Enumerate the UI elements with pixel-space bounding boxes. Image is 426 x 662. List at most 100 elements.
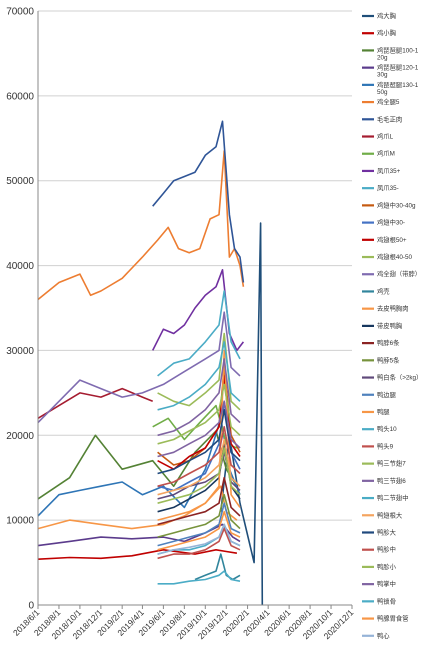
legend-item: 鸡琵琶腿120-1 30g	[362, 63, 419, 79]
legend-item: 鸭掌中	[362, 579, 396, 588]
gridlines	[38, 10, 352, 606]
legend-label: 鸭三节翅7	[377, 459, 406, 468]
legend-label: 鸭掌中	[377, 579, 396, 588]
legend-item: 鸭脖6条	[362, 338, 400, 347]
series-line	[157, 400, 241, 458]
series-line	[37, 150, 245, 301]
series-line	[157, 502, 241, 547]
series-line	[152, 404, 238, 449]
series-line	[157, 493, 241, 538]
legend-label: 鸭脖6条	[377, 338, 400, 347]
series-line	[157, 510, 241, 551]
series-line	[152, 120, 245, 283]
series-line	[157, 476, 241, 526]
legend-label: 去皮鸭胸肉	[377, 304, 408, 313]
legend-item: 鸡琵琶腿130-1 50g	[362, 80, 419, 96]
legend-item: 鸡全腿5	[362, 97, 400, 106]
legend-item: 鸭白条（>2kg）	[362, 373, 422, 382]
axes	[37, 11, 352, 606]
legend-item: 凤爪35+	[362, 167, 401, 175]
series-line	[157, 290, 241, 377]
legend-label: 鸡翅根40-50	[377, 252, 412, 261]
y-tick-label: 30000	[6, 346, 34, 357]
y-tick-label: 70000	[6, 7, 34, 18]
series-line	[37, 311, 241, 424]
legend-item: 鸭腺胃食管	[362, 614, 408, 623]
legend-item: 鸡翅中30-	[362, 218, 405, 227]
legend-item: 鸡爪M	[362, 149, 395, 158]
legend-label: 鸡大胸	[377, 11, 396, 20]
legend-item: 鸡大胸	[362, 11, 396, 20]
y-axis-ticks: 0 10000 20000 30000 40000 50000 60000 70000	[6, 7, 34, 612]
legend-item: 鸭胗小	[362, 562, 397, 571]
legend-item: 鸭二节翅中	[362, 493, 408, 502]
series-line	[157, 408, 241, 475]
legend-item: 毛毛正肉	[362, 114, 402, 123]
legend-label: 鸡琵琶腿120-1 30g	[377, 63, 419, 79]
legend-item: 鸡壳	[362, 286, 390, 295]
y-tick-label: 50000	[6, 176, 34, 187]
x-axis-ticks: 2018/6/12018/8/12018/10/12018/12/12019/2…	[11, 605, 356, 641]
series-line	[151, 268, 245, 352]
legend-item: 鸭三节翅6	[362, 476, 406, 485]
y-tick-label: 10000	[6, 516, 34, 527]
series-line	[157, 341, 241, 411]
series-line	[157, 523, 241, 555]
legend-item: 鸡全翅（带脖）	[362, 269, 421, 278]
legend-item: 鸡翅根40-50	[362, 252, 412, 261]
legend-label: 鸡琵琶腿100-1 20g	[377, 45, 419, 61]
legend-label: 鸭边腿	[377, 390, 397, 399]
legend-item: 鸭头10	[362, 424, 397, 433]
legend-label: 鸭头9	[377, 441, 394, 450]
legend-item: 鸭锁骨	[362, 596, 396, 605]
legend-label: 鸭头10	[377, 424, 397, 433]
legend-label: 鸭白条（>2kg）	[377, 373, 422, 382]
legend-label: 鸭胗中	[377, 545, 396, 554]
series-line	[157, 358, 241, 437]
legend-label: 鸡琵琶腿130-1 50g	[377, 80, 419, 96]
series-line	[37, 387, 154, 419]
legend-item: 鸭三节翅7	[362, 459, 406, 468]
legend-label: 鸭二节翅中	[377, 493, 408, 502]
series-line	[157, 425, 241, 487]
legend-label: 鸭腺胃食管	[377, 614, 408, 623]
legend-item: 鸭心	[362, 631, 390, 640]
legend-item: 鸡爪L	[362, 132, 394, 141]
legend-label: 鸡全腿5	[377, 97, 400, 106]
legend-label: 鸭胗小	[377, 562, 397, 571]
legend-item: 带皮鸭胸	[362, 321, 402, 330]
legend-label: 带皮鸭胸	[377, 321, 402, 330]
legend-item: 鸭翅根大	[362, 510, 403, 519]
legend-label: 鸭锁骨	[377, 596, 396, 605]
y-tick-label: 20000	[6, 431, 34, 442]
legend-item: 鸡小胸	[362, 28, 396, 37]
legend-label: 鸡翅中30-	[377, 218, 405, 227]
legend-label: 鸡小胸	[377, 28, 396, 37]
series-line	[157, 527, 241, 560]
y-tick-label: 60000	[6, 91, 34, 102]
legend-label: 凤爪35+	[377, 167, 401, 175]
series-line	[37, 417, 241, 517]
legend-label: 鸡爪M	[377, 149, 395, 158]
legend-label: 凤爪35-	[377, 184, 399, 192]
series-line	[157, 447, 241, 504]
legend-label: 鸭三节翅6	[377, 476, 406, 485]
series-line	[157, 570, 241, 585]
legend-item: 鸡翅根50+	[362, 235, 407, 244]
legend-item: 凤爪35-	[362, 184, 399, 192]
legend-item: 鸭头9	[362, 441, 394, 450]
series-lines	[37, 120, 264, 606]
series-line	[157, 438, 241, 496]
legend-label: 鸡翅中30-40g	[377, 200, 416, 209]
legend-item: 鸭腿	[362, 407, 390, 416]
legend-item: 鸭胗大	[362, 527, 397, 536]
legend-label: 鸭脖5条	[377, 355, 400, 364]
legend-label: 鸡爪L	[377, 132, 394, 141]
legend-item: 鸡琵琶腿100-1 20g	[362, 45, 419, 61]
legend-label: 鸡翅根50+	[377, 235, 407, 244]
series-line	[37, 523, 241, 547]
legend-label: 毛毛正肉	[377, 114, 402, 123]
legend-label: 鸭胗大	[377, 527, 397, 536]
legend-label: 鸡全翅（带脖）	[377, 269, 421, 278]
